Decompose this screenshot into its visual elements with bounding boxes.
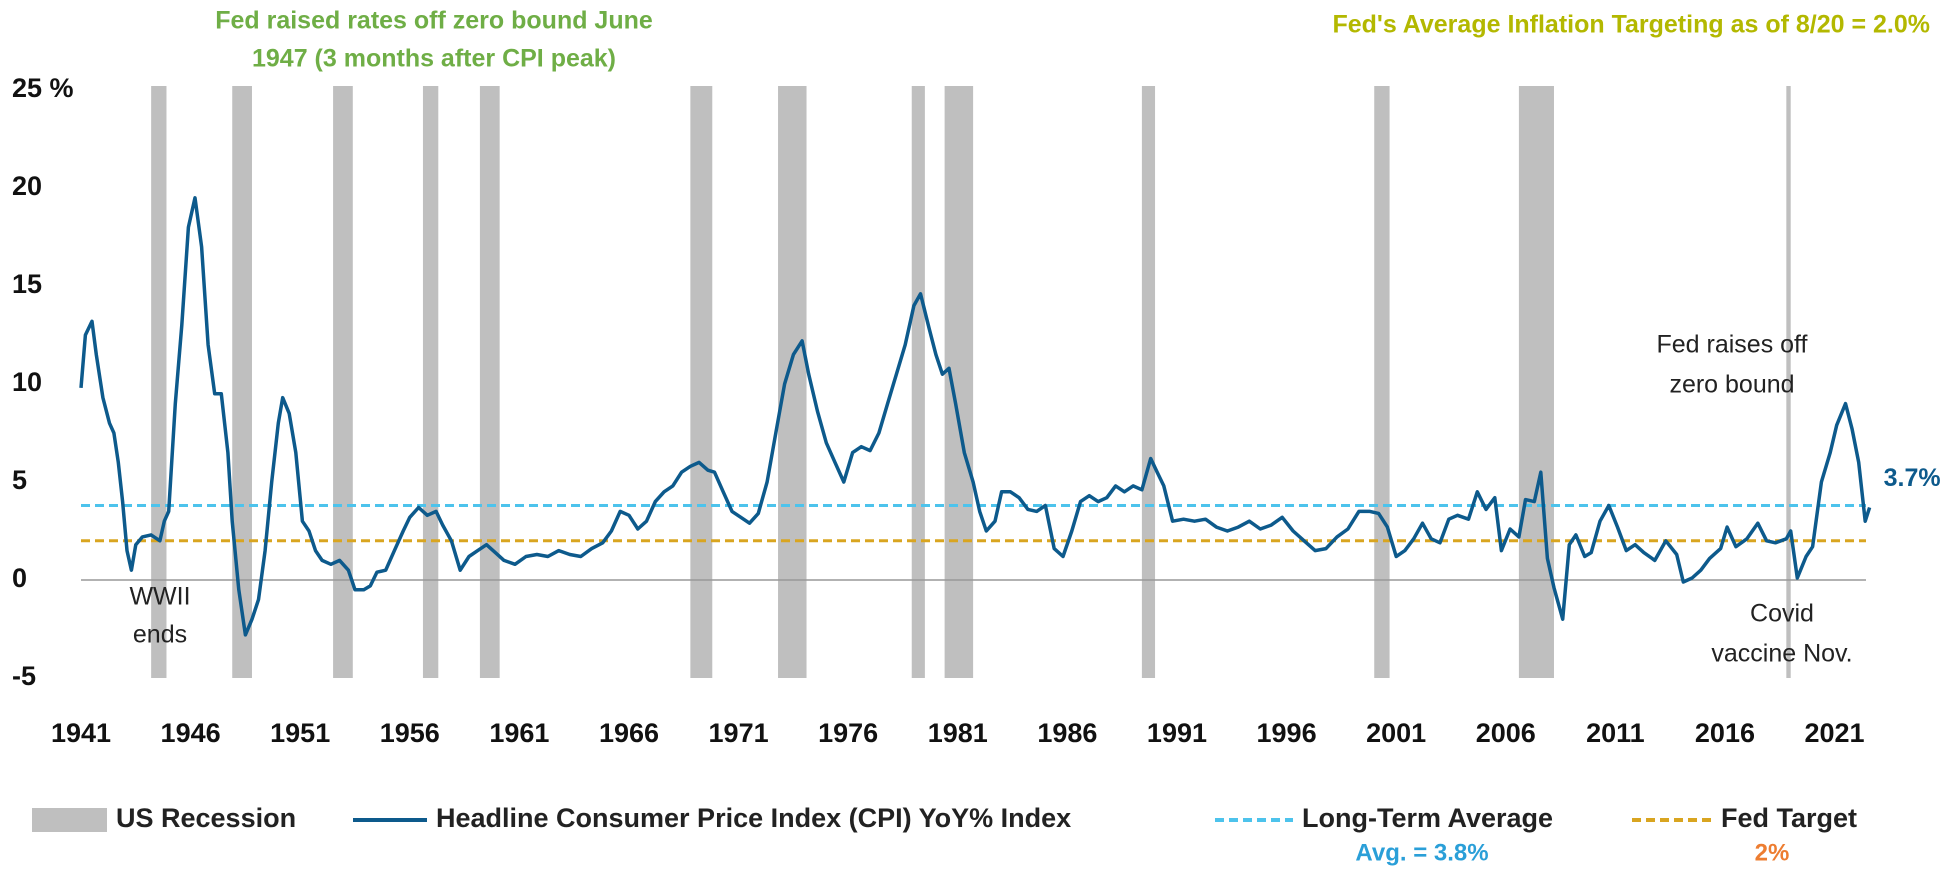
recession-band bbox=[479, 86, 500, 678]
y-tick-label: 10 bbox=[12, 367, 42, 397]
legend-label: US Recession bbox=[116, 803, 296, 833]
legend-swatch bbox=[32, 808, 107, 832]
annotation: Fed raises off bbox=[1656, 331, 1807, 359]
x-tick-label: 1956 bbox=[380, 718, 440, 748]
x-tick-label: 1991 bbox=[1147, 718, 1207, 748]
x-tick-label: 1951 bbox=[270, 718, 330, 748]
cpi-line bbox=[79, 196, 1872, 637]
x-tick-label: 2006 bbox=[1476, 718, 1536, 748]
x-tick-label: 1976 bbox=[818, 718, 878, 748]
annotation: Fed's Average Inflation Targeting as of … bbox=[1332, 11, 1930, 39]
x-tick-label: 1966 bbox=[599, 718, 659, 748]
x-tick-label: 2021 bbox=[1805, 718, 1865, 748]
x-tick-label: 1986 bbox=[1037, 718, 1097, 748]
annotation: vaccine Nov. bbox=[1711, 640, 1852, 668]
x-tick-label: 1971 bbox=[709, 718, 769, 748]
recession-band bbox=[333, 86, 353, 678]
legend-label: Fed Target bbox=[1721, 803, 1857, 833]
x-tick-label: 1981 bbox=[928, 718, 988, 748]
y-tick-label: -5 bbox=[12, 661, 36, 691]
annotation: WWII bbox=[129, 583, 190, 611]
x-tick-label: 1946 bbox=[161, 718, 221, 748]
annotation: Covid bbox=[1750, 600, 1814, 628]
annotation: 1947 (3 months after CPI peak) bbox=[252, 45, 616, 73]
x-tick-label: 1961 bbox=[489, 718, 549, 748]
y-tick-label: 0 bbox=[12, 563, 27, 593]
x-tick-label: 2011 bbox=[1586, 718, 1645, 748]
recession-band bbox=[778, 86, 807, 678]
end-label: 3.7% bbox=[1884, 464, 1941, 492]
recession-band bbox=[1141, 86, 1156, 678]
y-tick-label: 15 bbox=[12, 269, 42, 299]
x-tick-label: 1996 bbox=[1257, 718, 1317, 748]
x-tick-label: 2016 bbox=[1695, 718, 1755, 748]
reference-label: 2% bbox=[1755, 839, 1790, 866]
y-tick-label: 20 bbox=[12, 171, 42, 201]
recession-band bbox=[422, 86, 439, 678]
legend-label: Long-Term Average bbox=[1302, 803, 1553, 833]
annotation: Fed raised rates off zero bound June bbox=[215, 7, 653, 35]
recession-band bbox=[1786, 86, 1791, 678]
annotation: zero bound bbox=[1669, 371, 1794, 399]
recession-band bbox=[911, 86, 925, 678]
recession-band bbox=[944, 86, 974, 678]
y-tick-label: 5 bbox=[12, 465, 27, 495]
y-tick-label: 25 % bbox=[12, 73, 74, 103]
x-tick-label: 1941 bbox=[51, 718, 111, 748]
recession-band bbox=[1374, 86, 1390, 678]
recession-band bbox=[690, 86, 713, 678]
reference-label: Avg. = 3.8% bbox=[1355, 839, 1488, 866]
annotation: ends bbox=[133, 621, 187, 649]
recession-band bbox=[1518, 86, 1554, 678]
legend-label: Headline Consumer Price Index (CPI) YoY%… bbox=[436, 803, 1071, 833]
recession-band bbox=[232, 86, 252, 678]
x-tick-label: 2001 bbox=[1366, 718, 1426, 748]
